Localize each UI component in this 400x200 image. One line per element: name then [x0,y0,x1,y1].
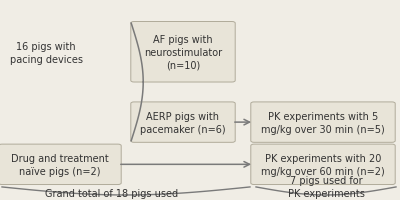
Text: Grand total of 18 pigs used: Grand total of 18 pigs used [46,188,178,198]
FancyBboxPatch shape [131,102,235,143]
FancyBboxPatch shape [0,144,121,185]
Text: 16 pigs with
pacing devices: 16 pigs with pacing devices [10,42,82,64]
FancyBboxPatch shape [251,102,395,143]
Text: PK experiments with 20
mg/kg over 60 min (n=2): PK experiments with 20 mg/kg over 60 min… [261,153,385,176]
FancyBboxPatch shape [251,144,395,185]
Text: AERP pigs with
pacemaker (n=6): AERP pigs with pacemaker (n=6) [140,111,226,134]
FancyBboxPatch shape [131,22,235,83]
Text: Drug and treatment
naïve pigs (n=2): Drug and treatment naïve pigs (n=2) [11,153,109,176]
Text: PK experiments with 5
mg/kg over 30 min (n=5): PK experiments with 5 mg/kg over 30 min … [261,111,385,134]
Text: AF pigs with
neurostimulator
(n=10): AF pigs with neurostimulator (n=10) [144,35,222,70]
Text: 7 pigs used for
PK experiments: 7 pigs used for PK experiments [288,175,364,198]
